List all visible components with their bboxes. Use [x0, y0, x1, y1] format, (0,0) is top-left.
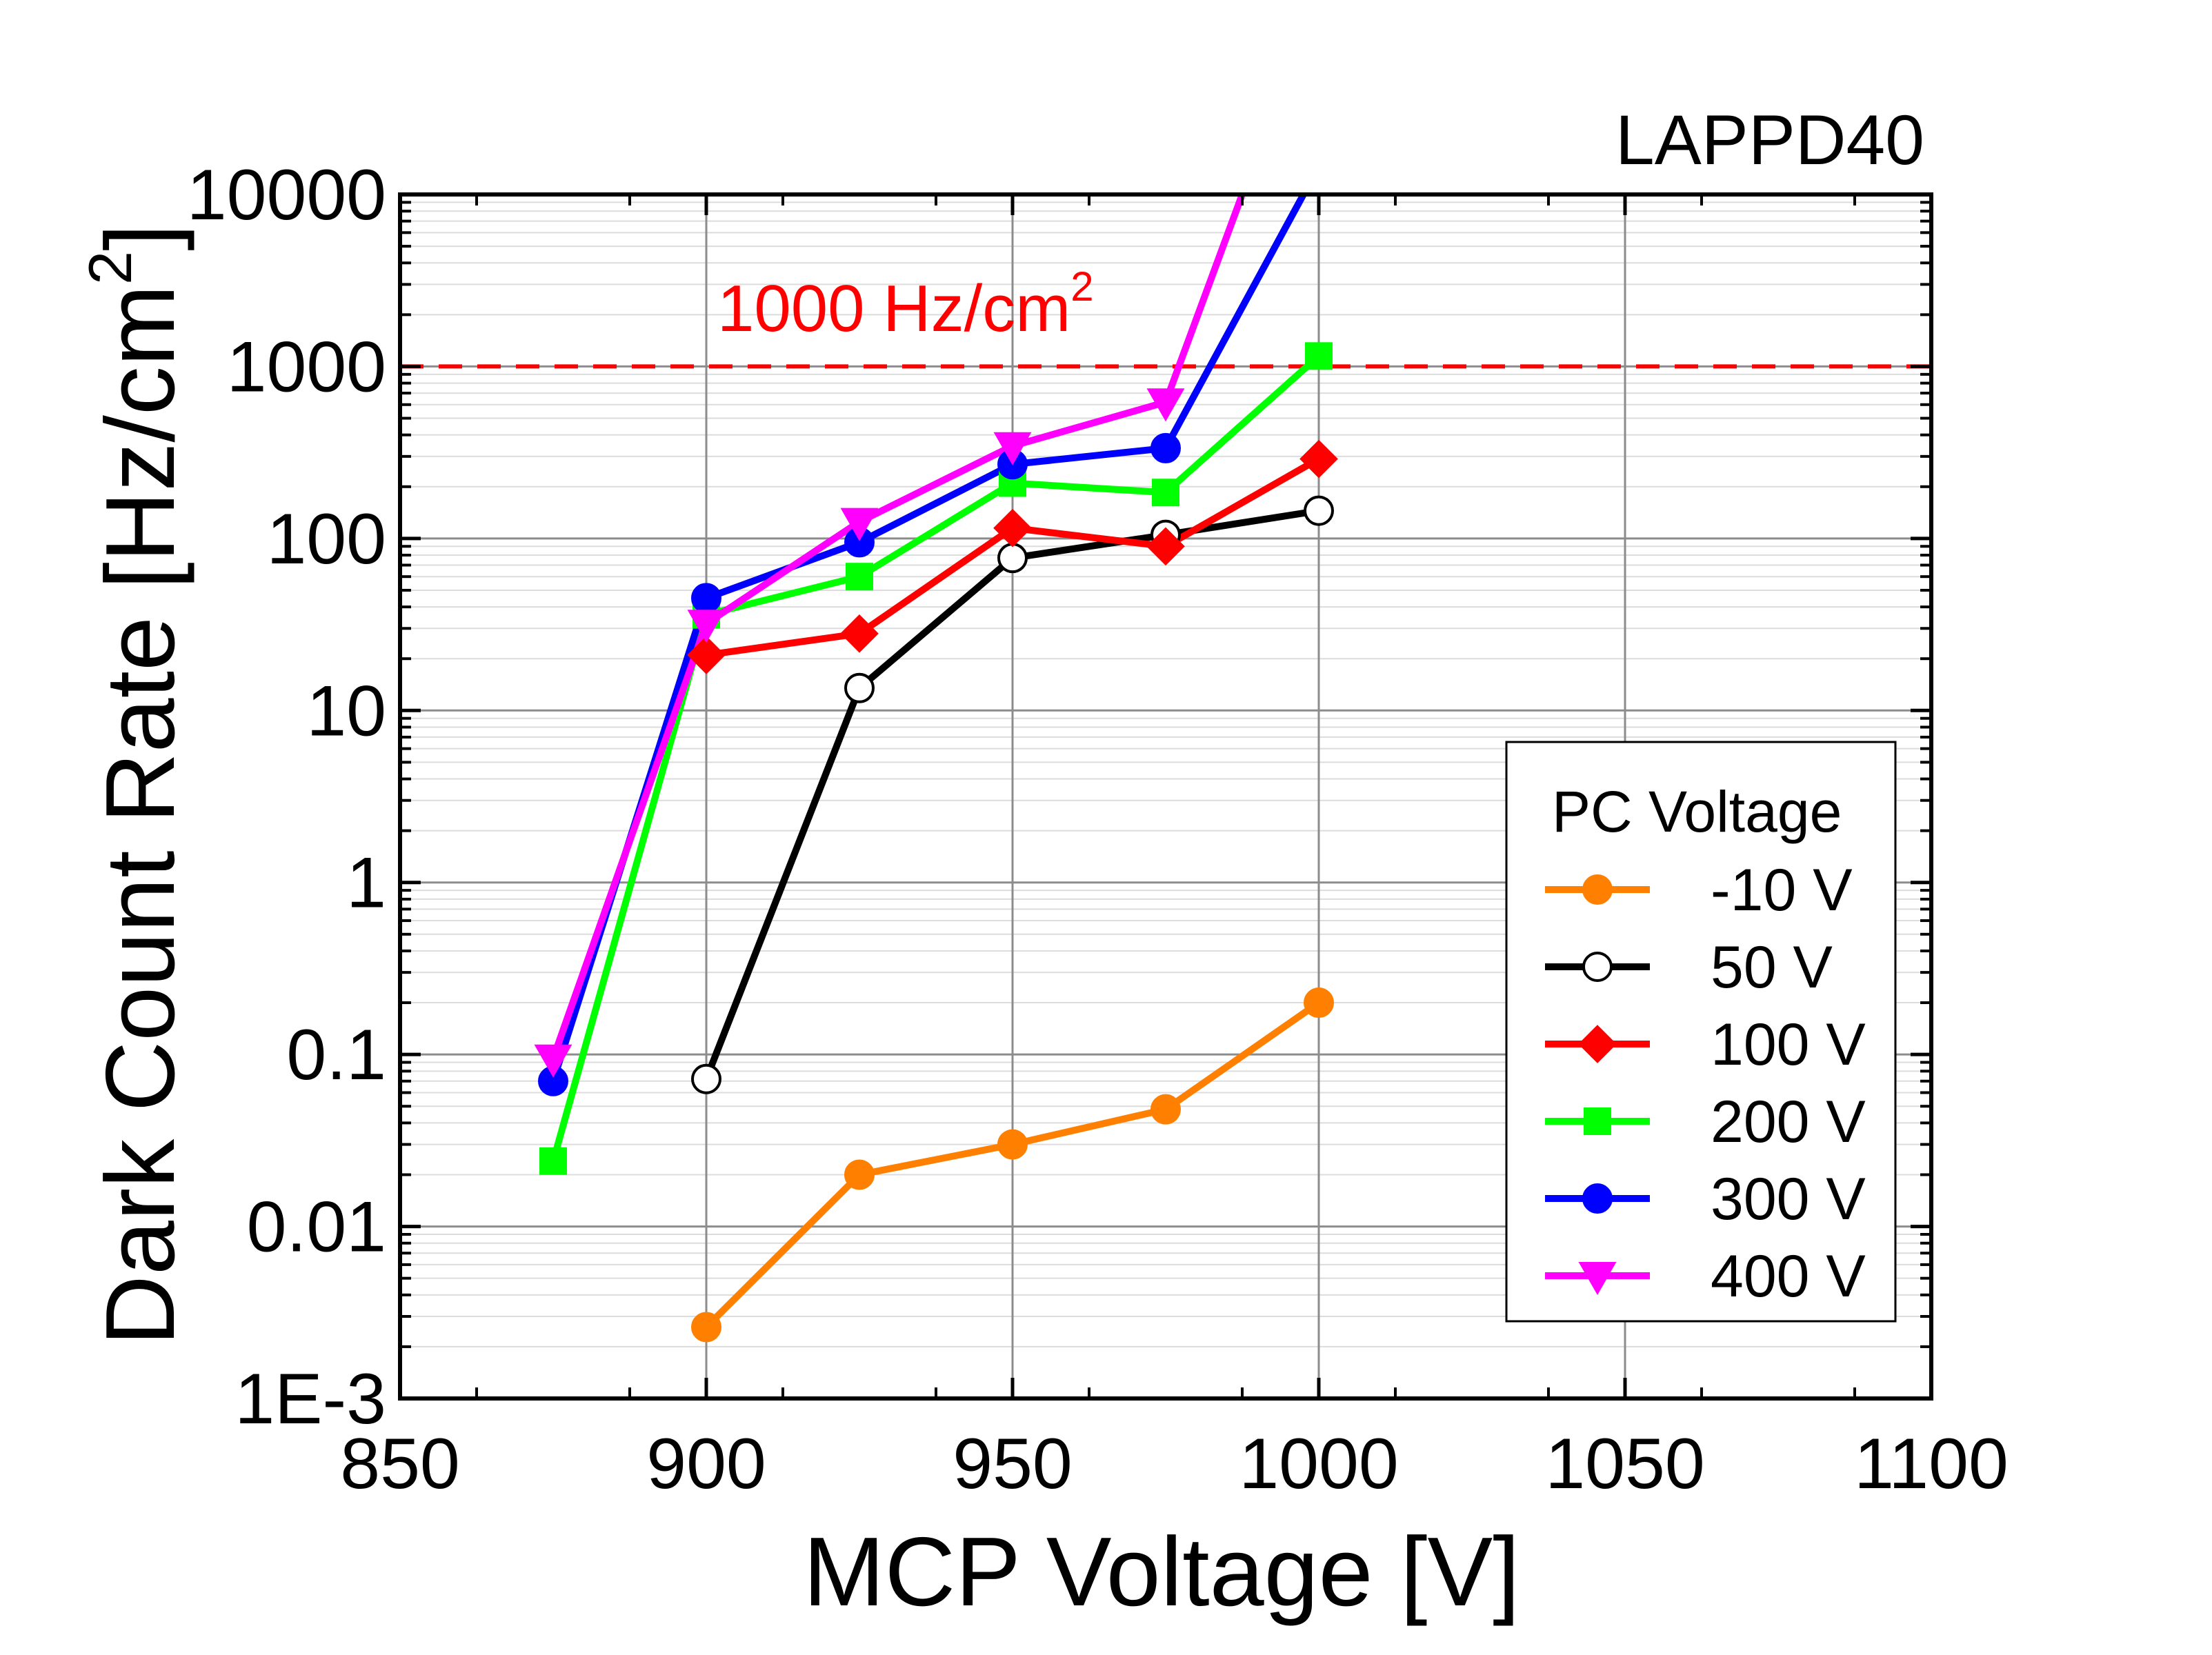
- reference-label-sup: 2: [1070, 263, 1093, 310]
- data-point: [1146, 388, 1185, 422]
- data-point: [691, 1312, 721, 1343]
- x-tick-label: 1050: [1545, 1424, 1704, 1504]
- data-point: [840, 614, 879, 653]
- y-tick-label: 10: [306, 671, 386, 751]
- data-point: [1305, 342, 1333, 370]
- legend-swatch-marker: [1578, 1025, 1617, 1063]
- y-axis-label-main: Dark Count Rate [Hz/cm: [86, 285, 195, 1346]
- reference-line-label: 1000 Hz/cm2: [717, 263, 1094, 345]
- data-point: [997, 543, 1028, 574]
- data-point: [691, 583, 721, 614]
- data-point: [687, 636, 726, 674]
- series-lines: [550, 192, 1322, 1330]
- legend-swatch-marker: [1582, 952, 1613, 982]
- data-point: [691, 1063, 721, 1094]
- reference-label-main: 1000 Hz/cm: [717, 272, 1070, 345]
- y-tick-label: 1000: [227, 327, 386, 407]
- data-point: [1299, 439, 1338, 479]
- legend-swatch-marker: [1584, 1107, 1611, 1135]
- y-axis-label-end: ]: [86, 223, 195, 250]
- legend-entry-label: -10 V: [1711, 857, 1853, 923]
- data-point: [844, 1159, 875, 1190]
- axis-tick-labels: 1E-3 0.01 0.1 1 10 100 1000 10000 850 900 950 1000 1…: [187, 155, 2009, 1504]
- y-tick-label: 0.1: [286, 1015, 386, 1095]
- data-point: [1150, 1094, 1181, 1125]
- plot-frame: [398, 192, 1933, 1401]
- legend-swatch-marker: [1582, 874, 1613, 905]
- data-point: [840, 508, 879, 541]
- data-point: [1304, 987, 1334, 1019]
- data-point: [539, 1147, 567, 1175]
- y-tick-label: 100: [266, 499, 386, 579]
- data-point: [1304, 495, 1334, 526]
- data-point: [1152, 479, 1179, 507]
- y-tick-label: 10000: [187, 155, 386, 235]
- y-axis-label-sup: 2: [76, 251, 144, 285]
- legend-swatch-marker: [1582, 1183, 1613, 1214]
- x-axis-label: MCP Voltage [V]: [803, 1517, 1519, 1627]
- legend-entry-label: 400 V: [1711, 1243, 1866, 1310]
- x-tick-label: 1000: [1239, 1424, 1398, 1504]
- legend: PC Voltage -10 V 50 V 100 V 200 V 300 V 400 V: [1505, 741, 1897, 1323]
- chart-title: LAPPD40: [1615, 101, 1924, 179]
- data-point: [1150, 432, 1181, 463]
- series-line: [550, 193, 1246, 1060]
- data-point: [687, 610, 726, 643]
- x-tick-label: 950: [953, 1424, 1073, 1504]
- legend-entry-label: 200 V: [1711, 1089, 1866, 1155]
- series-markers: [534, 342, 1338, 1343]
- data-point: [997, 1129, 1028, 1160]
- data-point: [844, 672, 875, 703]
- legend-entry-label: 300 V: [1711, 1166, 1866, 1232]
- y-tick-label: 0.01: [247, 1187, 386, 1267]
- legend-entry-label: 50 V: [1711, 934, 1833, 1001]
- y-axis-label: Dark Count Rate [Hz/cm2]: [76, 223, 195, 1345]
- y-tick-label: 1: [346, 843, 386, 923]
- x-tick-label: 850: [340, 1424, 460, 1504]
- y-tick-label: 1E-3: [235, 1359, 386, 1439]
- legend-box: [1505, 741, 1897, 1323]
- legend-items: -10 V 50 V 100 V 200 V 300 V 400 V: [1545, 857, 1866, 1310]
- x-tick-label: 900: [646, 1424, 766, 1504]
- data-point: [993, 508, 1032, 548]
- series-line: [550, 192, 1307, 1083]
- data-point: [534, 1044, 572, 1078]
- data-point: [1146, 527, 1185, 566]
- x-tick-label: 1100: [1854, 1424, 2009, 1504]
- legend-title: PC Voltage: [1552, 779, 1842, 844]
- legend-entry-label: 100 V: [1711, 1012, 1866, 1078]
- data-point: [993, 432, 1032, 465]
- axis-ticks: [398, 192, 1933, 1401]
- data-point: [846, 563, 873, 591]
- legend-swatch-marker: [1578, 1262, 1617, 1296]
